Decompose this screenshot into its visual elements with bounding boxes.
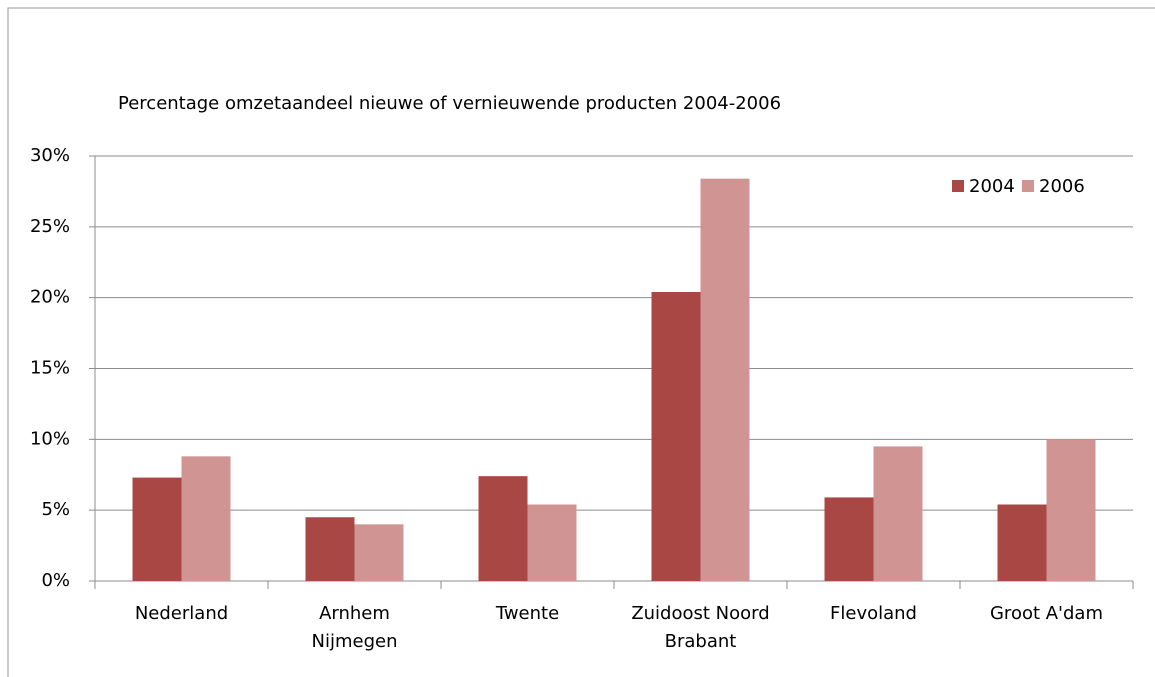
- y-tick-label: 10%: [30, 428, 70, 449]
- x-tick-label: Groot A'dam: [989, 603, 1103, 624]
- bar: [354, 524, 404, 581]
- y-tick-label: 15%: [30, 358, 70, 379]
- x-tick-label: Arnhem Nijmegen: [311, 603, 398, 652]
- bar: [305, 517, 355, 581]
- bar: [651, 292, 701, 581]
- x-tick-label: Twente: [495, 603, 560, 624]
- bar: [527, 504, 577, 581]
- legend-label: 2004: [969, 176, 1015, 197]
- x-tick-label: Flevoland: [830, 603, 917, 624]
- legend-label: 2006: [1039, 176, 1085, 197]
- bar: [824, 497, 874, 581]
- x-tick-label: Zuidoost Noord Brabant: [631, 603, 770, 652]
- bar: [700, 178, 750, 581]
- bar: [132, 477, 182, 581]
- y-tick-label: 30%: [30, 145, 70, 166]
- bar: [873, 446, 923, 581]
- bar: [181, 456, 231, 581]
- chart-frame: [7, 7, 1155, 677]
- chart-title: Percentage omzetaandeel nieuwe of vernie…: [118, 93, 781, 114]
- y-tick-label: 5%: [41, 499, 70, 520]
- bar: [997, 504, 1047, 581]
- y-tick-label: 20%: [30, 287, 70, 308]
- bar: [478, 476, 528, 581]
- legend-swatch: [1022, 180, 1034, 192]
- legend-swatch: [952, 180, 964, 192]
- x-tick-label: Nederland: [134, 603, 229, 624]
- bar: [1046, 439, 1096, 581]
- y-tick-label: 0%: [41, 570, 70, 591]
- y-tick-label: 25%: [30, 216, 70, 237]
